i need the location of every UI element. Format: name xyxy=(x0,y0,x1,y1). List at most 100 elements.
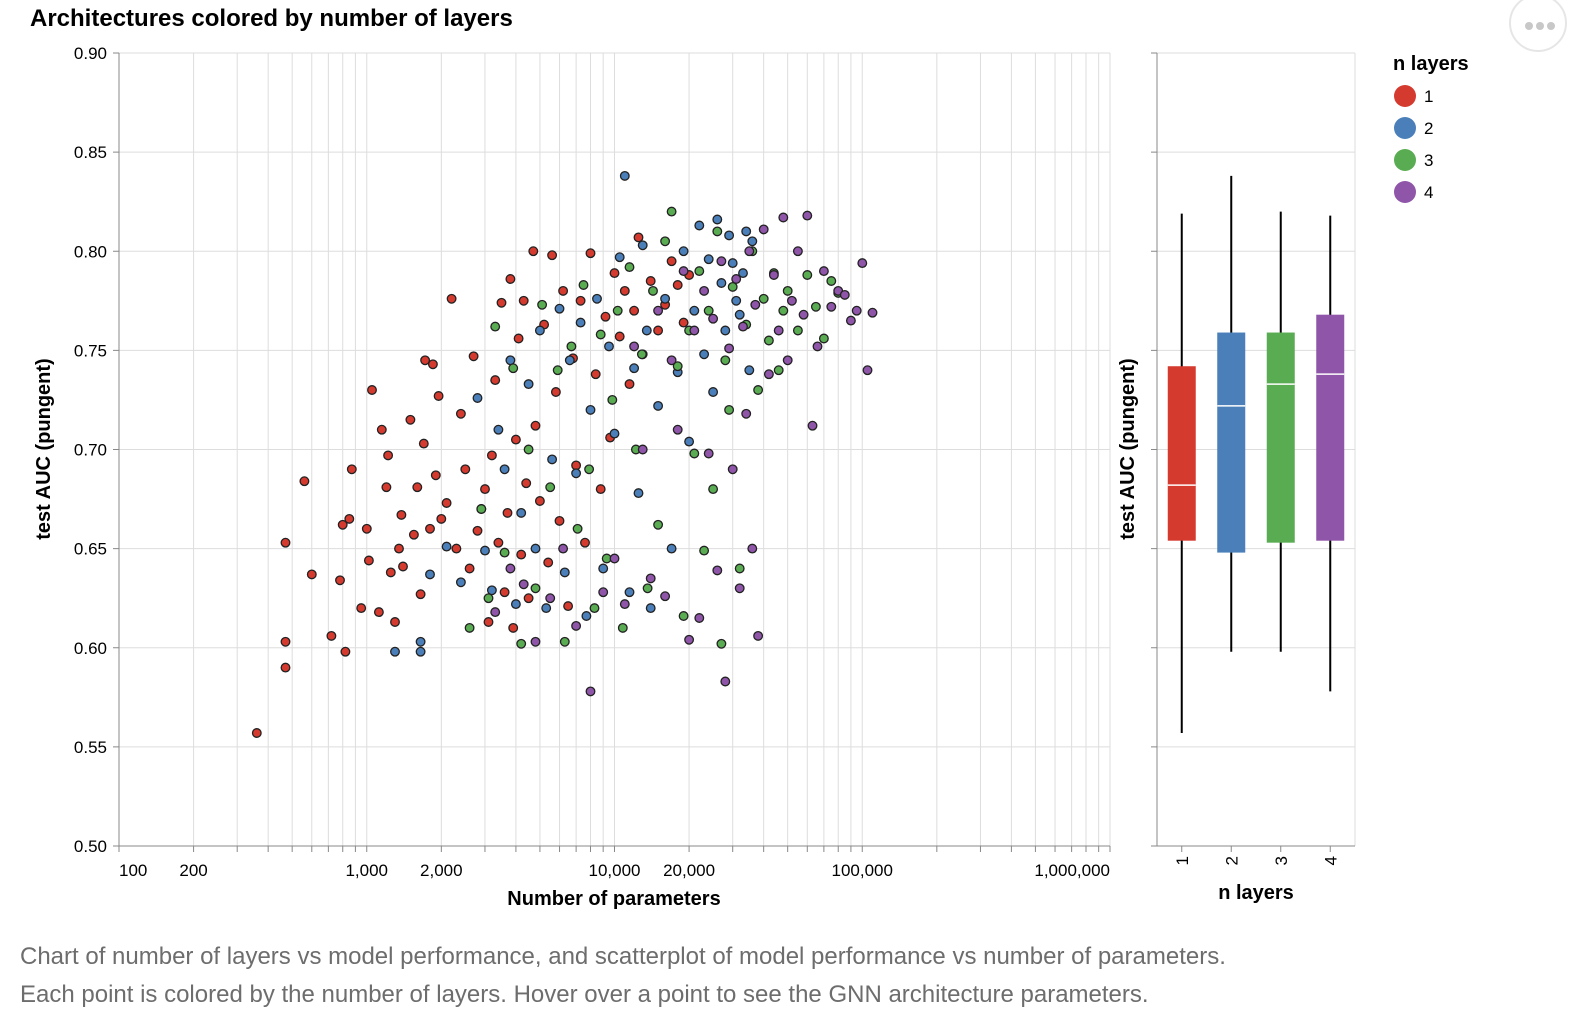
scatter-point-layers-1[interactable] xyxy=(486,450,497,461)
scatter-point-layers-1[interactable] xyxy=(600,311,611,322)
scatter-point-layers-2[interactable] xyxy=(637,240,648,251)
scatter-point-layers-2[interactable] xyxy=(390,646,400,657)
legend-swatch-4[interactable] xyxy=(1394,181,1416,203)
scatter-point-layers-2[interactable] xyxy=(678,246,689,257)
scatter-point-layers-2[interactable] xyxy=(629,363,640,374)
scatter-point-layers-1[interactable] xyxy=(405,414,416,425)
scatter-point-layers-1[interactable] xyxy=(335,575,345,586)
scatter-point-layers-1[interactable] xyxy=(398,561,408,572)
scatter-point-layers-3[interactable] xyxy=(699,545,710,556)
scatter-point-layers-3[interactable] xyxy=(523,444,534,455)
scatter-point-layers-4[interactable] xyxy=(867,307,878,318)
scatter-point-layers-3[interactable] xyxy=(734,563,745,574)
scatter-point-layers-4[interactable] xyxy=(839,289,850,300)
scatter-point-layers-4[interactable] xyxy=(571,620,582,631)
scatter-point-layers-2[interactable] xyxy=(694,220,705,231)
scatter-point-layers-2[interactable] xyxy=(585,404,596,415)
scatter-point-layers-2[interactable] xyxy=(604,341,614,352)
scatter-point-layers-2[interactable] xyxy=(744,365,755,376)
scatter-point-layers-4[interactable] xyxy=(598,587,609,598)
scatter-point-layers-4[interactable] xyxy=(731,274,742,284)
scatter-point-layers-1[interactable] xyxy=(510,434,521,445)
scatter-point-layers-4[interactable] xyxy=(505,563,516,574)
scatter-point-layers-1[interactable] xyxy=(543,557,554,568)
scatter-point-layers-4[interactable] xyxy=(763,369,774,380)
scatter-point-layers-1[interactable] xyxy=(472,525,483,536)
scatter-point-layers-3[interactable] xyxy=(689,448,700,459)
scatter-point-layers-1[interactable] xyxy=(585,248,596,259)
scatter-point-layers-1[interactable] xyxy=(580,537,590,548)
scatter-point-layers-1[interactable] xyxy=(385,567,396,578)
scatter-point-layers-1[interactable] xyxy=(496,297,507,308)
scatter-point-layers-2[interactable] xyxy=(530,543,541,554)
scatter-point-layers-1[interactable] xyxy=(433,391,444,401)
scatter-point-layers-4[interactable] xyxy=(619,599,630,610)
scatter-point-layers-4[interactable] xyxy=(744,246,755,257)
scatter-point-layers-2[interactable] xyxy=(703,254,714,265)
scatter-point-layers-1[interactable] xyxy=(534,496,545,506)
legend-swatch-3[interactable] xyxy=(1394,149,1416,171)
scatter-point-layers-2[interactable] xyxy=(633,488,644,499)
scatter-point-layers-4[interactable] xyxy=(786,295,797,306)
scatter-point-layers-1[interactable] xyxy=(441,498,452,508)
scatter-point-layers-4[interactable] xyxy=(712,565,723,576)
scatter-point-layers-4[interactable] xyxy=(747,543,758,554)
scatter-point-layers-2[interactable] xyxy=(499,464,510,475)
box-3[interactable] xyxy=(1266,332,1295,543)
scatter-point-layers-4[interactable] xyxy=(845,315,856,326)
scatter-point-layers-4[interactable] xyxy=(666,355,677,366)
scatter-point-layers-2[interactable] xyxy=(727,258,738,269)
scatter-point-layers-4[interactable] xyxy=(782,355,793,366)
legend-swatch-2[interactable] xyxy=(1394,117,1416,139)
scatter-point-layers-2[interactable] xyxy=(712,214,723,225)
scatter-point-layers-1[interactable] xyxy=(412,482,423,493)
box-4[interactable] xyxy=(1316,314,1345,541)
scatter-point-layers-1[interactable] xyxy=(468,351,479,362)
scatter-point-layers-2[interactable] xyxy=(741,226,752,237)
scatter-point-layers-3[interactable] xyxy=(559,636,570,647)
scatter-point-layers-2[interactable] xyxy=(559,567,570,578)
scatter-point-layers-1[interactable] xyxy=(624,379,635,390)
scatter-point-layers-4[interactable] xyxy=(653,305,664,316)
actions-menu-button[interactable] xyxy=(1509,0,1567,52)
scatter-point-layers-2[interactable] xyxy=(571,468,582,479)
scatter-point-layers-1[interactable] xyxy=(530,420,541,431)
scatter-point-layers-2[interactable] xyxy=(441,541,452,552)
scatter-point-layers-3[interactable] xyxy=(666,206,677,217)
scatter-point-layers-4[interactable] xyxy=(708,313,719,324)
scatter-point-layers-2[interactable] xyxy=(415,636,426,647)
scatter-point-layers-2[interactable] xyxy=(486,585,497,596)
scatter-point-layers-2[interactable] xyxy=(708,387,719,397)
scatter-point-layers-1[interactable] xyxy=(505,274,516,284)
scatter-point-layers-1[interactable] xyxy=(394,543,404,554)
scatter-point-layers-1[interactable] xyxy=(575,295,586,306)
scatter-point-layers-1[interactable] xyxy=(418,438,429,449)
scatter-point-layers-4[interactable] xyxy=(862,365,873,376)
box-1[interactable] xyxy=(1167,366,1196,541)
scatter-point-layers-2[interactable] xyxy=(581,611,592,621)
scatter-point-layers-1[interactable] xyxy=(415,589,426,600)
scatter-point-layers-1[interactable] xyxy=(528,246,539,257)
scatter-point-layers-1[interactable] xyxy=(678,317,689,328)
scatter-point-layers-1[interactable] xyxy=(356,603,367,614)
scatter-point-layers-1[interactable] xyxy=(521,478,532,489)
scatter-point-layers-3[interactable] xyxy=(624,262,635,273)
scatter-point-layers-2[interactable] xyxy=(564,355,575,366)
scatter-point-layers-3[interactable] xyxy=(727,281,738,292)
scatter-point-layers-3[interactable] xyxy=(753,385,764,395)
scatter-point-layers-3[interactable] xyxy=(516,638,527,649)
scatter-point-layers-1[interactable] xyxy=(518,295,529,306)
scatter-point-layers-2[interactable] xyxy=(738,268,748,279)
scatter-point-layers-1[interactable] xyxy=(666,256,677,267)
scatter-point-layers-4[interactable] xyxy=(703,448,714,459)
scatter-point-layers-3[interactable] xyxy=(530,583,541,594)
scatter-point-layers-3[interactable] xyxy=(763,335,774,346)
scatter-point-layers-1[interactable] xyxy=(483,617,494,627)
scatter-point-layers-1[interactable] xyxy=(383,450,394,461)
scatter-point-layers-4[interactable] xyxy=(545,593,556,604)
scatter-point-layers-1[interactable] xyxy=(280,537,291,548)
scatter-point-layers-3[interactable] xyxy=(782,285,793,296)
scatter-point-layers-1[interactable] xyxy=(451,543,462,554)
scatter-point-layers-3[interactable] xyxy=(483,593,494,604)
scatter-point-layers-4[interactable] xyxy=(727,464,738,475)
